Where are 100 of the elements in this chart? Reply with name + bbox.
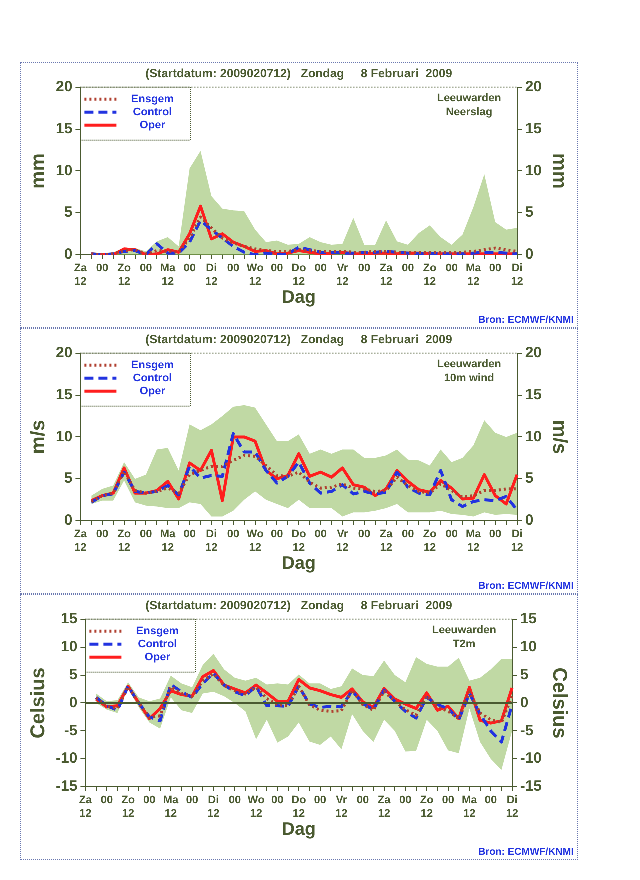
y-tick-label: 5 <box>64 470 73 488</box>
x-tick-label: Za 12 <box>378 794 392 820</box>
x-tick-label: Wo 12 <box>248 794 266 820</box>
x-tick-label: 00 <box>184 528 196 541</box>
y2-tick-label: 0 <box>520 694 529 712</box>
x-tick-label: 00 <box>96 262 109 275</box>
y-tick-label: 0 <box>69 694 78 712</box>
x-tick-label: 00 <box>184 262 196 275</box>
x-tick-label: 00 <box>227 262 240 275</box>
chart-title: (Startdatum: 2009020712) Zondag 8 Februari 2009 <box>146 598 453 613</box>
x-tick-label: Zo 12 <box>423 262 437 288</box>
legend-label: Oper <box>140 119 166 132</box>
y2-tick-label: 10 <box>525 162 542 180</box>
x-tick-label: 00 <box>358 262 371 275</box>
legend-label: Control <box>138 638 178 650</box>
y2-tick-label: 5 <box>525 204 534 222</box>
y-tick-label: 15 <box>56 120 73 138</box>
legend-label: Ensgem <box>131 93 174 106</box>
y2-axis-title: mm <box>548 153 570 189</box>
y-tick-label: 10 <box>60 638 78 656</box>
x-tick-label: 00 <box>314 528 327 541</box>
y-axis-title: m/s <box>28 420 50 454</box>
y2-tick-label: 10 <box>525 428 542 446</box>
annotation: Leeuwarden 10m wind <box>437 358 502 384</box>
y-tick-label: 5 <box>64 204 73 222</box>
y-axis-title: mm <box>28 153 50 189</box>
text: Bron: ECMWF/KNMI <box>478 847 574 858</box>
y-tick-label: -10 <box>56 750 78 768</box>
x-tick-label: Ma 12 <box>466 528 482 554</box>
text: Bron: ECMWF/KNMI <box>478 581 574 592</box>
x-tick-label: 00 <box>358 528 371 541</box>
x-tick-label: 00 <box>442 794 454 807</box>
x-tick-label: 00 <box>144 794 156 807</box>
x-axis-title: Dag <box>282 819 316 840</box>
x-tick-label: Wo 12 <box>246 262 264 288</box>
x-tick-label: Vr 12 <box>336 528 349 554</box>
y2-tick-label: -10 <box>520 750 542 768</box>
y2-tick-label: 20 <box>525 78 542 96</box>
x-tick-label: 00 <box>400 794 412 807</box>
x-tick-label: 00 <box>96 528 109 541</box>
legend-label: Ensgem <box>136 625 180 638</box>
y2-tick-label: -5 <box>520 722 534 740</box>
y2-tick-label: 0 <box>525 246 534 264</box>
x-tick-label: Vr 12 <box>336 794 348 820</box>
y2-tick-label: 5 <box>525 470 534 488</box>
y-tick-label: -15 <box>56 778 78 796</box>
x-tick-label: Vr 12 <box>336 262 349 288</box>
x-tick-label: Wo 12 <box>246 528 264 554</box>
y2-axis-title: m/s <box>548 420 570 454</box>
y2-tick-label: 20 <box>525 344 542 362</box>
x-tick-label: 00 <box>140 262 152 275</box>
y-tick-label: 20 <box>56 344 73 362</box>
x-tick-label: 00 <box>314 262 327 275</box>
y-tick-label: 15 <box>56 386 73 404</box>
chart-title: (Startdatum: 2009020712) Zondag 8 Februari 2009 <box>146 66 453 81</box>
y-tick-label: -5 <box>64 722 78 740</box>
x-tick-label: 00 <box>489 262 502 275</box>
x-tick-label: 00 <box>186 794 198 807</box>
x-tick-label: Ma 12 <box>462 794 478 820</box>
y2-tick-label: 0 <box>525 512 534 530</box>
x-tick-label: 00 <box>140 528 152 541</box>
chart-title: (Startdatum: 2009020712) Zondag 8 Februari 2009 <box>146 332 453 347</box>
x-tick-label: 00 <box>271 528 284 541</box>
x-tick-label: 00 <box>446 528 458 541</box>
annotation: Leeuwarden Neerslag <box>437 92 502 118</box>
x-tick-label: Do 12 <box>292 528 307 554</box>
y2-tick-label: -15 <box>520 778 542 796</box>
x-tick-label: Ma 12 <box>466 262 482 288</box>
x-tick-label: 00 <box>402 528 414 541</box>
y-tick-label: 20 <box>56 78 73 96</box>
x-tick-label: 00 <box>228 794 242 807</box>
x-tick-label: Ma 12 <box>163 794 180 820</box>
legend-label: Control <box>133 372 172 384</box>
y-axis-title: Celsius <box>28 668 50 739</box>
legend-label: Oper <box>144 651 172 664</box>
x-tick-label: Di 12 <box>206 528 218 554</box>
x-tick-label: 00 <box>484 794 498 807</box>
y-tick-label: 5 <box>69 666 78 684</box>
x-tick-label: Zo 12 <box>423 528 437 554</box>
x-tick-label: Di 12 <box>511 528 524 554</box>
x-tick-label: Do 12 <box>292 262 307 288</box>
y-tick-label: 0 <box>64 246 73 264</box>
legend-label: Control <box>133 106 172 118</box>
x-tick-label: 00 <box>356 794 370 807</box>
y2-tick-label: 15 <box>525 386 542 404</box>
x-tick-label: 00 <box>314 794 326 807</box>
x-tick-label: Di 12 <box>506 794 518 820</box>
y-tick-label: 0 <box>64 512 73 530</box>
legend-label: Oper <box>140 385 166 398</box>
line-series <box>90 454 519 504</box>
x-tick-label: Za 12 <box>74 262 88 288</box>
x-tick-label: 00 <box>100 794 114 807</box>
y2-tick-label: 15 <box>520 610 538 628</box>
x-tick-label: Zo 12 <box>118 528 132 554</box>
x-axis-title: Dag <box>282 287 316 308</box>
legend-label: Ensgem <box>131 359 174 372</box>
x-tick-label: 00 <box>272 794 284 807</box>
y-tick-label: 10 <box>56 428 73 446</box>
x-tick-label: Zo 12 <box>420 794 434 820</box>
x-tick-label: Ma 12 <box>160 262 177 288</box>
